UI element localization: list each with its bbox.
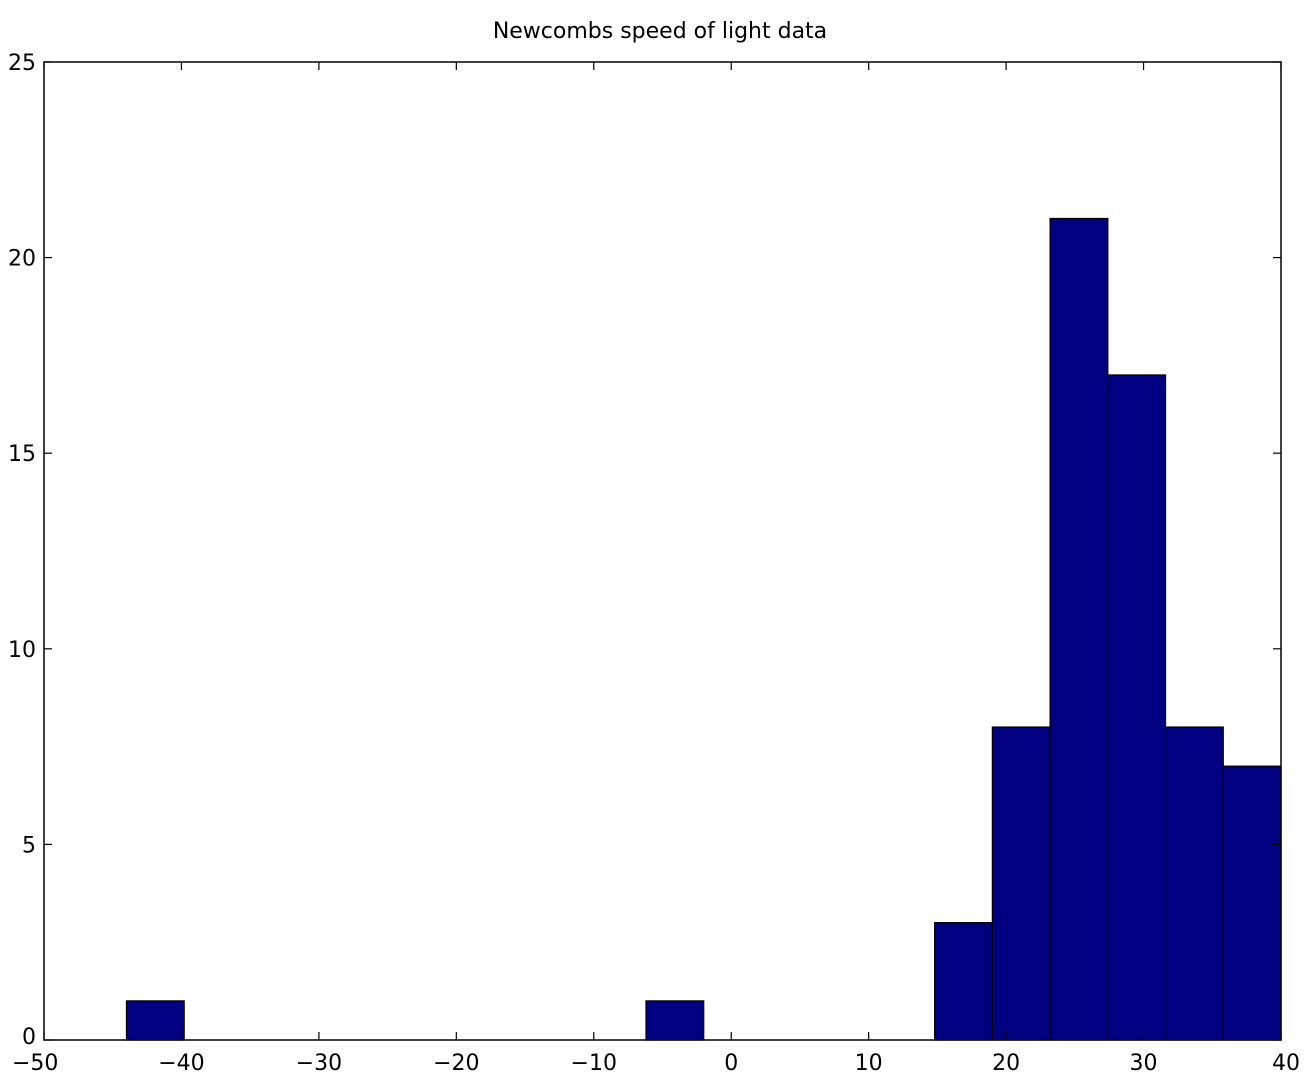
y-tick-label: 20 — [8, 247, 36, 272]
y-tick-label: 5 — [22, 833, 36, 858]
histogram-bar — [1049, 217, 1109, 1041]
y-tick-label: 0 — [22, 1025, 36, 1050]
chart-title: Newcombs speed of light data — [493, 19, 827, 44]
histogram-bar — [1107, 374, 1167, 1041]
x-tick-label: 20 — [992, 1051, 1020, 1075]
histogram-bar — [1222, 765, 1282, 1041]
histogram-bar — [934, 922, 993, 1041]
histogram-bar — [645, 1000, 705, 1041]
x-tick-label: 0 — [724, 1051, 738, 1075]
x-tick-label: −40 — [158, 1051, 204, 1075]
x-tick-label: −30 — [296, 1051, 342, 1075]
x-tick-label: 40 — [1272, 1051, 1300, 1075]
x-tick-label: −20 — [433, 1051, 479, 1075]
histogram-bar — [125, 1000, 185, 1041]
y-tick-label: 25 — [8, 51, 36, 76]
bars-layer — [125, 217, 1282, 1041]
x-tick-label: −10 — [571, 1051, 617, 1075]
ticks-layer: −50 −40 −30 −20 −10 0 10 20 30 40 0 5 10 15 20 25 — [8, 51, 1300, 1076]
x-tick-label: −50 — [12, 1051, 58, 1075]
plot-frame — [43, 61, 1282, 1041]
y-tick-label: 15 — [8, 442, 36, 467]
y-tick-label: 10 — [8, 638, 36, 663]
x-tick-label: 30 — [1130, 1051, 1158, 1075]
x-tick-label: 10 — [855, 1051, 883, 1075]
histogram-bar — [1164, 726, 1224, 1041]
histogram-bar — [991, 726, 1051, 1041]
